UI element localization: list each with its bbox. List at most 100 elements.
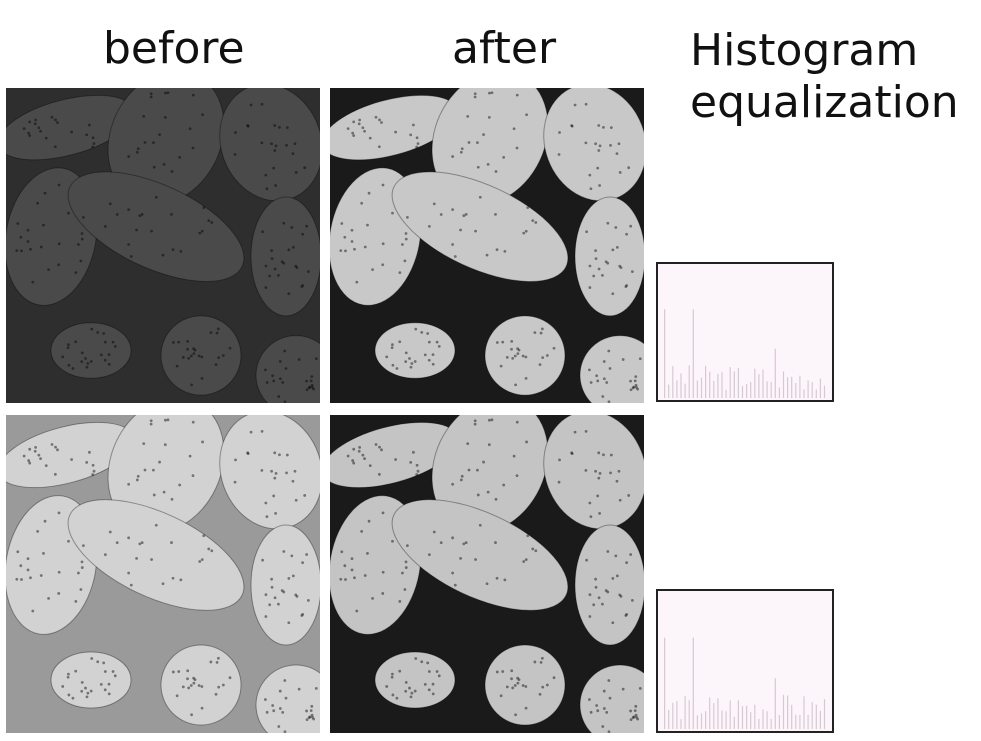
histogram-bar [680, 719, 682, 729]
pollen-grain [67, 499, 245, 611]
histogram-bar [791, 704, 793, 729]
histogram-bar [823, 385, 826, 399]
histogram-bar [717, 373, 719, 399]
histogram-bar [725, 389, 727, 399]
histogram-bar [664, 309, 666, 399]
histogram-top [656, 262, 834, 402]
histogram-bar [778, 387, 780, 399]
histogram-bar [705, 365, 707, 399]
histogram-bar [795, 714, 797, 729]
histogram-bar [750, 712, 752, 729]
pollen-grain [255, 335, 320, 403]
histogram-bar [688, 365, 690, 399]
heading-histogram-line2: equalization [690, 77, 959, 128]
histogram-bar [746, 705, 748, 729]
histogram-bar [717, 698, 719, 729]
pollen-grain [255, 664, 320, 733]
pollen-grain [574, 196, 644, 317]
histogram-bar [811, 702, 813, 729]
histogram-bar [741, 385, 744, 399]
histogram-bar [754, 368, 756, 399]
histogram-bar [664, 637, 666, 729]
histogram-bar [778, 714, 780, 729]
histogram-bar [721, 372, 723, 399]
image-top-after [330, 88, 644, 403]
pollen-grain [160, 315, 242, 396]
heading-before: before [103, 23, 245, 74]
histogram-bar [782, 694, 785, 729]
pollen-grain [50, 651, 132, 709]
histogram-bar [746, 384, 748, 399]
histogram-bar [692, 637, 694, 729]
histogram-bar [684, 695, 686, 729]
histogram-bar [737, 700, 739, 729]
histogram-bar [709, 371, 711, 399]
histogram-bar [668, 709, 670, 729]
histogram-bar [729, 367, 731, 399]
histogram-bar [676, 380, 678, 399]
histogram-bar [668, 384, 670, 399]
histogram-bar [823, 699, 826, 729]
histogram-bar [803, 389, 805, 399]
pollen-grain [67, 171, 245, 282]
histogram-bars [664, 637, 826, 729]
histogram-bar [799, 714, 801, 729]
histogram-bar [770, 382, 772, 399]
histogram-bottom [656, 589, 834, 733]
pollen-grain [484, 315, 566, 396]
histogram-bar [696, 380, 698, 399]
histogram-bar [713, 703, 715, 729]
histogram-bar [729, 700, 731, 729]
histogram-bar [819, 710, 821, 729]
histogram-bar [733, 716, 735, 729]
histogram-bar [713, 380, 715, 399]
histogram-bar [807, 380, 809, 399]
histogram-bar [725, 711, 727, 729]
pollen-illustration [330, 415, 644, 733]
histogram-bar [696, 715, 698, 729]
histogram-bar [758, 374, 760, 399]
histogram-bar [762, 369, 764, 399]
histogram-bar [754, 704, 756, 729]
pollen-grain [250, 524, 320, 646]
histogram-bar [684, 383, 686, 399]
pollen-grain [250, 196, 320, 317]
pollen-grain [50, 322, 132, 379]
histogram-bar [737, 368, 739, 399]
histogram-bar [672, 366, 674, 399]
heading-after: after [452, 23, 557, 74]
pollen-grain [374, 651, 456, 709]
histogram-bar [762, 709, 764, 729]
pollen-illustration [330, 88, 644, 403]
histogram-bar [803, 696, 805, 729]
histogram-bar [741, 706, 744, 729]
histogram-bar [758, 718, 760, 729]
pollen-grain [574, 524, 644, 646]
histogram-bar [672, 702, 674, 729]
heading-histogram-equalization: Histogram equalization [690, 25, 959, 129]
histogram-bars [664, 309, 826, 399]
histogram-bar [774, 348, 776, 399]
histogram-bar [700, 713, 703, 729]
image-bottom-after [330, 415, 644, 733]
pollen-grain [160, 644, 242, 726]
histogram-bar [709, 697, 711, 729]
histogram-bar [807, 714, 809, 729]
histogram-bar [766, 711, 768, 729]
histogram-bar [795, 383, 797, 399]
histogram-bar [692, 309, 694, 399]
pollen-illustration [6, 415, 320, 733]
heading-histogram-line1: Histogram [690, 25, 919, 76]
pollen-grain [391, 499, 569, 611]
histogram-bar [750, 381, 752, 399]
histogram-bar [721, 710, 723, 729]
histogram-bar [774, 678, 776, 729]
histogram-bar [676, 701, 678, 729]
histogram-bar [811, 382, 813, 399]
histogram-bar [799, 375, 801, 399]
histogram-bar [766, 381, 768, 399]
image-top-before [6, 88, 320, 403]
pollen-grain [579, 335, 644, 403]
histogram-bar [791, 376, 793, 399]
histogram-bar [787, 695, 789, 729]
